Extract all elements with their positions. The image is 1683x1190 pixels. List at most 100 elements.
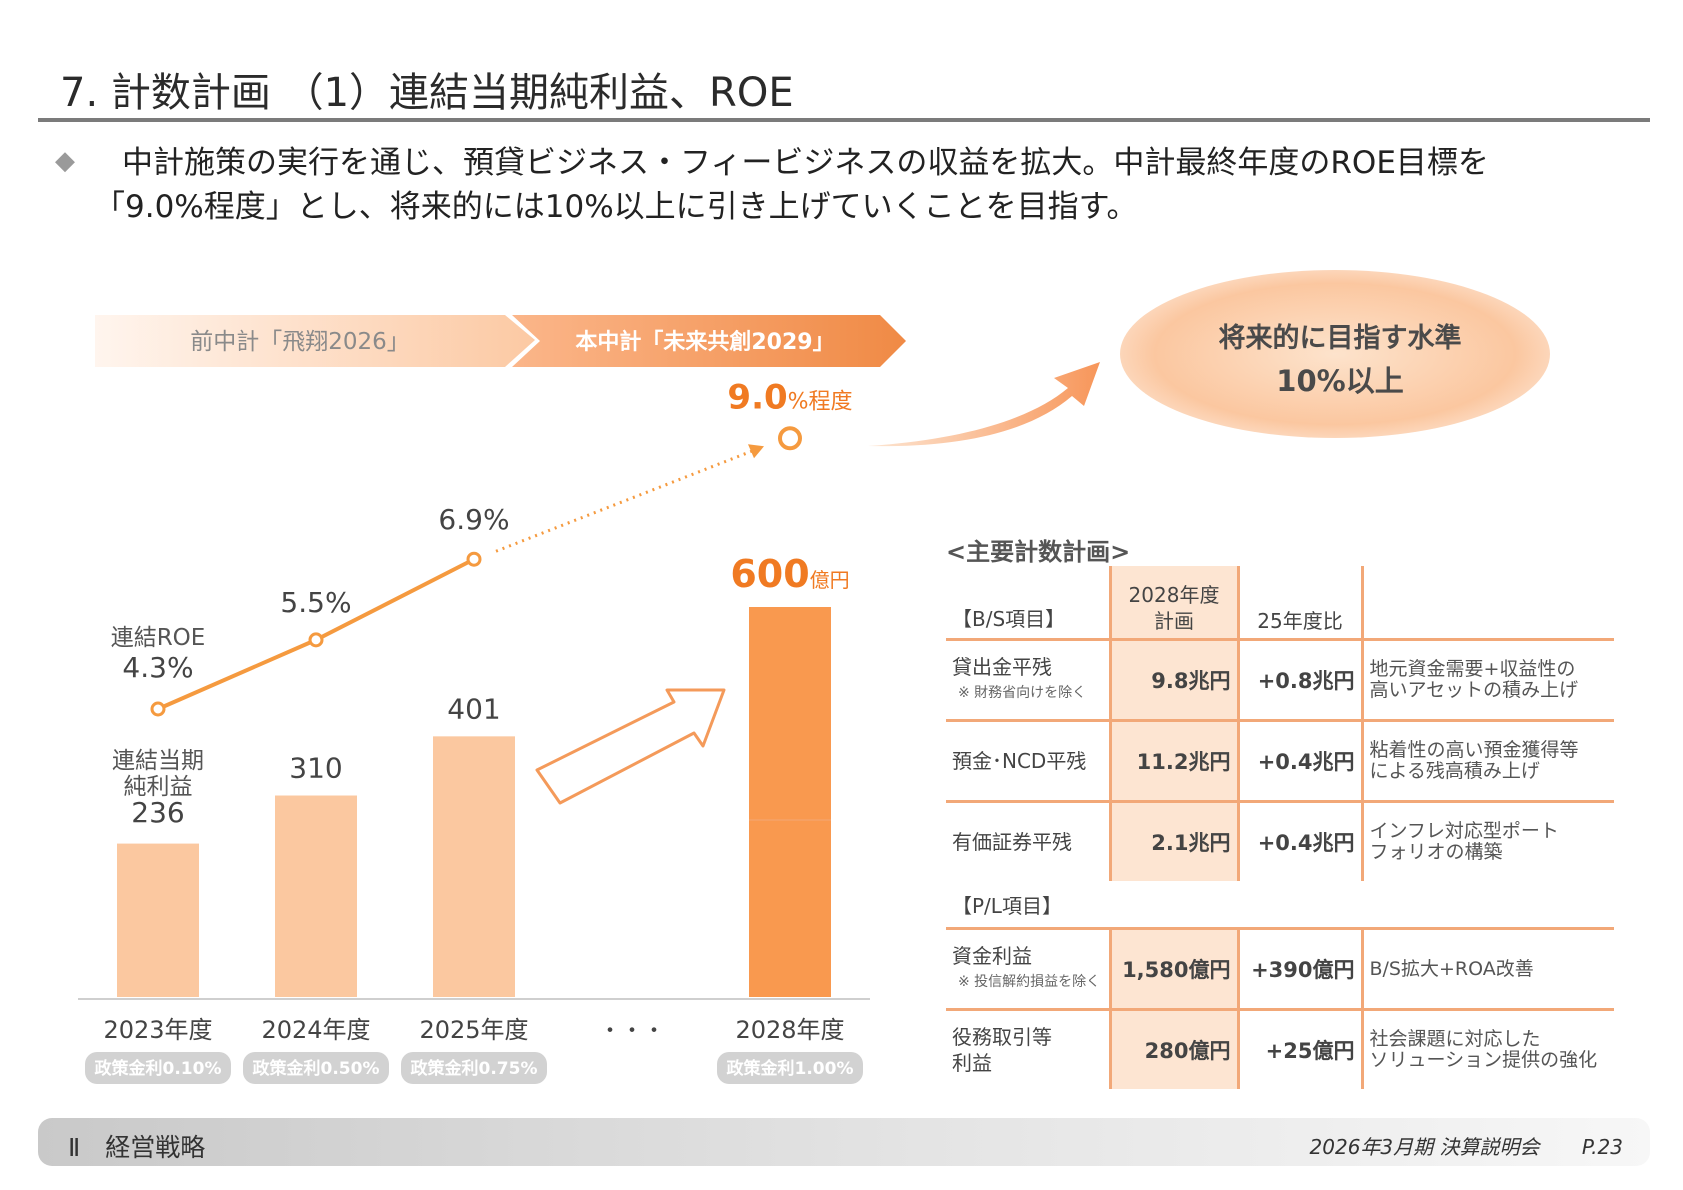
table-row: 役務取引等 利益 280億円 +25億円 社会課題に対応した ソリューション提供の強…: [946, 1008, 1614, 1089]
col-header-diff: 25年度比: [1236, 566, 1362, 640]
pl-section-blank: [1362, 881, 1614, 929]
row-description-line2: による残高積み上げ: [1369, 760, 1540, 782]
footer-page: P.23: [1581, 1135, 1623, 1159]
future-target-line2: 10%以上: [1276, 364, 1404, 398]
roe-value-2028: 9.0%程度: [727, 377, 852, 417]
bar-value-2024: 310: [289, 752, 342, 785]
row-diff-value: +25億円: [1236, 1008, 1362, 1089]
policy-rate-pill-2024: [243, 1052, 389, 1084]
pl-section-blank: [1110, 881, 1238, 929]
row-item-note: ※ 財務省向けを除く: [958, 685, 1087, 701]
row-description-line2: フォリオの構築: [1369, 841, 1503, 863]
row-plan-value: 2.1兆円: [1108, 800, 1238, 881]
row-plan-value: 11.2兆円: [1108, 719, 1238, 802]
row-diff-value: +390億円: [1236, 927, 1362, 1010]
footer-bar: [38, 1118, 1650, 1166]
row-item: 資金利益 ※ 投信解約損益を除く: [946, 927, 1110, 1010]
category-2023: 2023年度: [103, 1016, 212, 1044]
roe-value-2023: 4.3%: [122, 651, 193, 684]
roe-point-2024: [308, 632, 324, 648]
table-title: <主要計数計画>: [946, 538, 1131, 566]
row-item-note: ※ 投信解約損益を除く: [958, 974, 1101, 990]
policy-rate-2023: 政策金利0.10%: [95, 1058, 222, 1079]
footer-section: Ⅱ 経営戦略: [68, 1133, 206, 1162]
roe-point-2028: [778, 426, 802, 451]
phase-previous-label: 前中計「飛翔2026」: [190, 329, 410, 355]
lead-text: 中計施策の実行を通じ、預貸ビジネス・フィービジネスの収益を拡大。中計最終年度のR…: [94, 141, 1660, 229]
row-item-label-line2: 利益: [952, 1051, 992, 1075]
title-underline: [38, 118, 1650, 122]
phase-previous-arrow: [95, 315, 535, 367]
roe-point-2025: [466, 551, 482, 567]
row-description: インフレ対応型ポート フォリオの構築: [1360, 800, 1614, 881]
row-description-line1: 地元資金需要+収益性の: [1369, 658, 1576, 680]
row-item-label: 資金利益: [952, 944, 1032, 968]
roe-forecast-arrowhead: [748, 444, 764, 459]
category-2025: 2025年度: [419, 1016, 528, 1044]
policy-rate-2024: 政策金利0.50%: [253, 1058, 380, 1079]
row-description-line2: ソリューション提供の強化: [1369, 1049, 1598, 1071]
policy-rate-pill-2023: [85, 1052, 231, 1084]
page-title: 7. 計数計画 （1）連結当期純利益、ROE: [60, 70, 794, 116]
growth-arrow-icon: [535, 688, 726, 805]
future-target-line1: 将来的に目指す水準: [1218, 323, 1462, 354]
roe-series-label: 連結ROE: [111, 625, 206, 651]
roe-target-number: 9.0: [727, 377, 787, 417]
table-row: 有価証券平残 2.1兆円 +0.4兆円 インフレ対応型ポート フォリオの構築: [946, 800, 1614, 881]
roe-value-2025: 6.9%: [438, 503, 509, 536]
policy-rate-pill-2028: [717, 1052, 863, 1084]
pl-section-label: 【P/L項目】: [952, 893, 1062, 918]
row-item-label: 役務取引等: [952, 1025, 1052, 1049]
future-curve-arrow: [868, 362, 1100, 447]
pl-section-row: 【P/L項目】: [946, 881, 1614, 929]
policy-rate-2025: 政策金利0.75%: [411, 1058, 538, 1079]
row-plan-value: 280億円: [1108, 1008, 1238, 1089]
bar-2025: [433, 736, 515, 997]
bar-value-2023: 236: [131, 796, 184, 829]
pl-section-blank: [1238, 881, 1362, 929]
lead-line-1: 中計施策の実行を通じ、預貸ビジネス・フィービジネスの収益を拡大。中計最終年度のR…: [122, 145, 1489, 181]
table-row: 貸出金平残 ※ 財務省向けを除く 9.8兆円 +0.8兆円 地元資金需要+収益性の…: [946, 638, 1614, 721]
key-figures-table: 【B/S項目】 2028年度 計画 25年度比 貸出金平残 ※ 財務省向けを除く …: [946, 566, 1614, 1089]
roe-net-income-chart: 前中計「飛翔2026」 本中計「未来共創2029」 236 310 401 60…: [78, 270, 1550, 1084]
col-header-plan-line1: 2028年度: [1128, 583, 1220, 607]
roe-forecast-dotted-line: [495, 448, 755, 553]
row-item: 貸出金平残 ※ 財務省向けを除く: [946, 638, 1110, 721]
bar-2023: [117, 843, 199, 997]
row-item: 役務取引等 利益: [946, 1008, 1110, 1089]
phase-current-arrow: [512, 315, 906, 367]
row-description: 社会課題に対応した ソリューション提供の強化: [1360, 1008, 1614, 1089]
bar-value-2025: 401: [447, 692, 500, 725]
row-plan-value: 1,580億円: [1108, 927, 1238, 1010]
row-description: B/S拡大+ROA改善: [1360, 927, 1614, 1010]
row-diff-value: +0.4兆円: [1236, 719, 1362, 802]
table-header-row: 【B/S項目】 2028年度 計画 25年度比: [946, 566, 1614, 640]
row-item-label: 貸出金平残: [952, 655, 1052, 679]
bar-value-2028-unit: 億円: [810, 568, 850, 592]
row-item: 預金･NCD平残: [946, 719, 1110, 802]
bar-2028: [749, 607, 831, 997]
bs-section-label: 【B/S項目】: [952, 607, 1066, 631]
row-plan-value: 9.8兆円: [1108, 638, 1238, 721]
col-header-desc: [1360, 566, 1614, 640]
roe-target-suffix: %程度: [788, 389, 853, 414]
category-2028: 2028年度: [735, 1016, 844, 1044]
col-header-plan: 2028年度 計画: [1108, 566, 1238, 640]
footer-event: 2026年3月期 決算説明会: [1309, 1135, 1540, 1159]
row-description-line2: 高いアセットの積み上げ: [1369, 679, 1579, 701]
policy-rate-pill-2025: [401, 1052, 547, 1084]
row-description-line1: 粘着性の高い預金獲得等: [1369, 739, 1579, 761]
col-header-plan-line2: 計画: [1154, 609, 1194, 633]
bar-value-2028-number: 600: [730, 552, 809, 596]
net-income-label-line1: 連結当期: [112, 748, 204, 774]
lead-line-2: 「9.0%程度」とし、将来的には10%以上に引き上げていくことを目指す。: [94, 189, 1138, 225]
diamond-bullet-icon: ◆: [55, 146, 75, 176]
future-target-oval: [1120, 270, 1550, 438]
roe-point-2023: [150, 701, 166, 717]
row-item: 有価証券平残: [946, 800, 1110, 881]
phase-current-label: 本中計「未来共創2029」: [575, 329, 834, 355]
row-description: 地元資金需要+収益性の 高いアセットの積み上げ: [1360, 638, 1614, 721]
row-diff-value: +0.4兆円: [1236, 800, 1362, 881]
footer-meta: 2026年3月期 決算説明会 P.23: [1310, 1131, 1623, 1160]
row-diff-value: +0.8兆円: [1236, 638, 1362, 721]
